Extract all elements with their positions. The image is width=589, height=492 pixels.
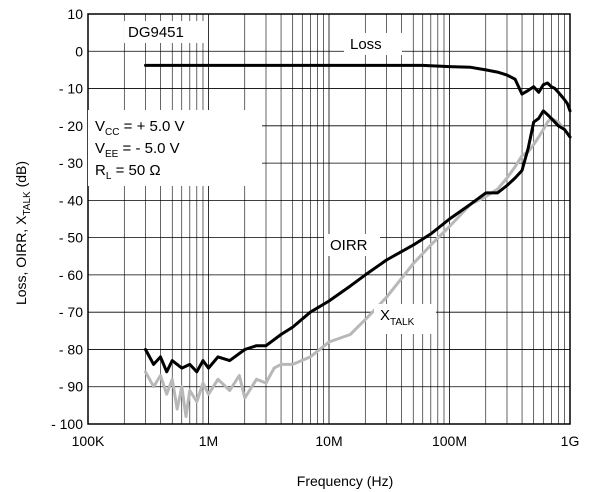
y-axis-title-suffix: (dB) bbox=[13, 161, 29, 191]
x-tick-label: 1G bbox=[561, 433, 580, 449]
oirr-label-box: OIRR bbox=[324, 234, 380, 256]
series-line-oirr bbox=[144, 109, 572, 374]
xtalk-series-label: XTALK bbox=[380, 307, 415, 328]
y-tick-label: 0 bbox=[75, 43, 83, 59]
part-label-box: DG9451 bbox=[124, 21, 204, 43]
y-tick-label: - 80 bbox=[59, 341, 83, 357]
y-tick-label: 10 bbox=[67, 6, 83, 22]
conditions-box: VCC = + 5.0 V VEE = - 5.0 V RL = 50 Ω bbox=[88, 110, 262, 186]
tick-labels: 100K 1M 10M 100M 1G 10 0 - 10 - 20 - 30 - 40 - 50 - … bbox=[51, 6, 579, 449]
y-tick-label: - 50 bbox=[59, 230, 83, 246]
y-axis-title-sub: TALK bbox=[22, 191, 33, 216]
series-lines bbox=[144, 63, 572, 418]
plot-frame bbox=[87, 13, 571, 425]
part-label: DG9451 bbox=[128, 24, 184, 41]
y-tick-label: - 30 bbox=[59, 155, 83, 171]
y-tick-label: - 100 bbox=[51, 416, 83, 432]
series-line-xtalk bbox=[144, 116, 572, 418]
x-tick-label: 100M bbox=[432, 433, 467, 449]
grid bbox=[87, 13, 570, 425]
y-axis-title-prefix: Loss, OIRR, X bbox=[13, 215, 29, 305]
xtalk-label-box: XTALK bbox=[374, 304, 436, 334]
loss-label-box: Loss bbox=[344, 33, 402, 55]
x-tick-label: 10M bbox=[315, 433, 342, 449]
y-tick-label: - 70 bbox=[59, 304, 83, 320]
condition-rl: RL = 50 Ω bbox=[95, 162, 161, 182]
y-tick-label: - 10 bbox=[59, 81, 83, 97]
x-tick-label: 100K bbox=[72, 433, 105, 449]
loss-series-label: Loss bbox=[350, 36, 382, 53]
y-tick-label: - 20 bbox=[59, 118, 83, 134]
x-tick-label: 1M bbox=[199, 433, 218, 449]
y-tick-label: - 90 bbox=[59, 379, 83, 395]
y-axis-title: Loss, OIRR, XTALK (dB) bbox=[13, 161, 33, 305]
series-line-loss bbox=[144, 63, 572, 113]
y-tick-label: - 60 bbox=[59, 267, 83, 283]
condition-vcc: VCC = + 5.0 V bbox=[95, 118, 185, 138]
y-tick-label: - 40 bbox=[59, 192, 83, 208]
condition-vee: VEE = - 5.0 V bbox=[95, 140, 180, 160]
x-axis-title: Frequency (Hz) bbox=[297, 473, 393, 489]
oirr-series-label: OIRR bbox=[330, 237, 368, 254]
